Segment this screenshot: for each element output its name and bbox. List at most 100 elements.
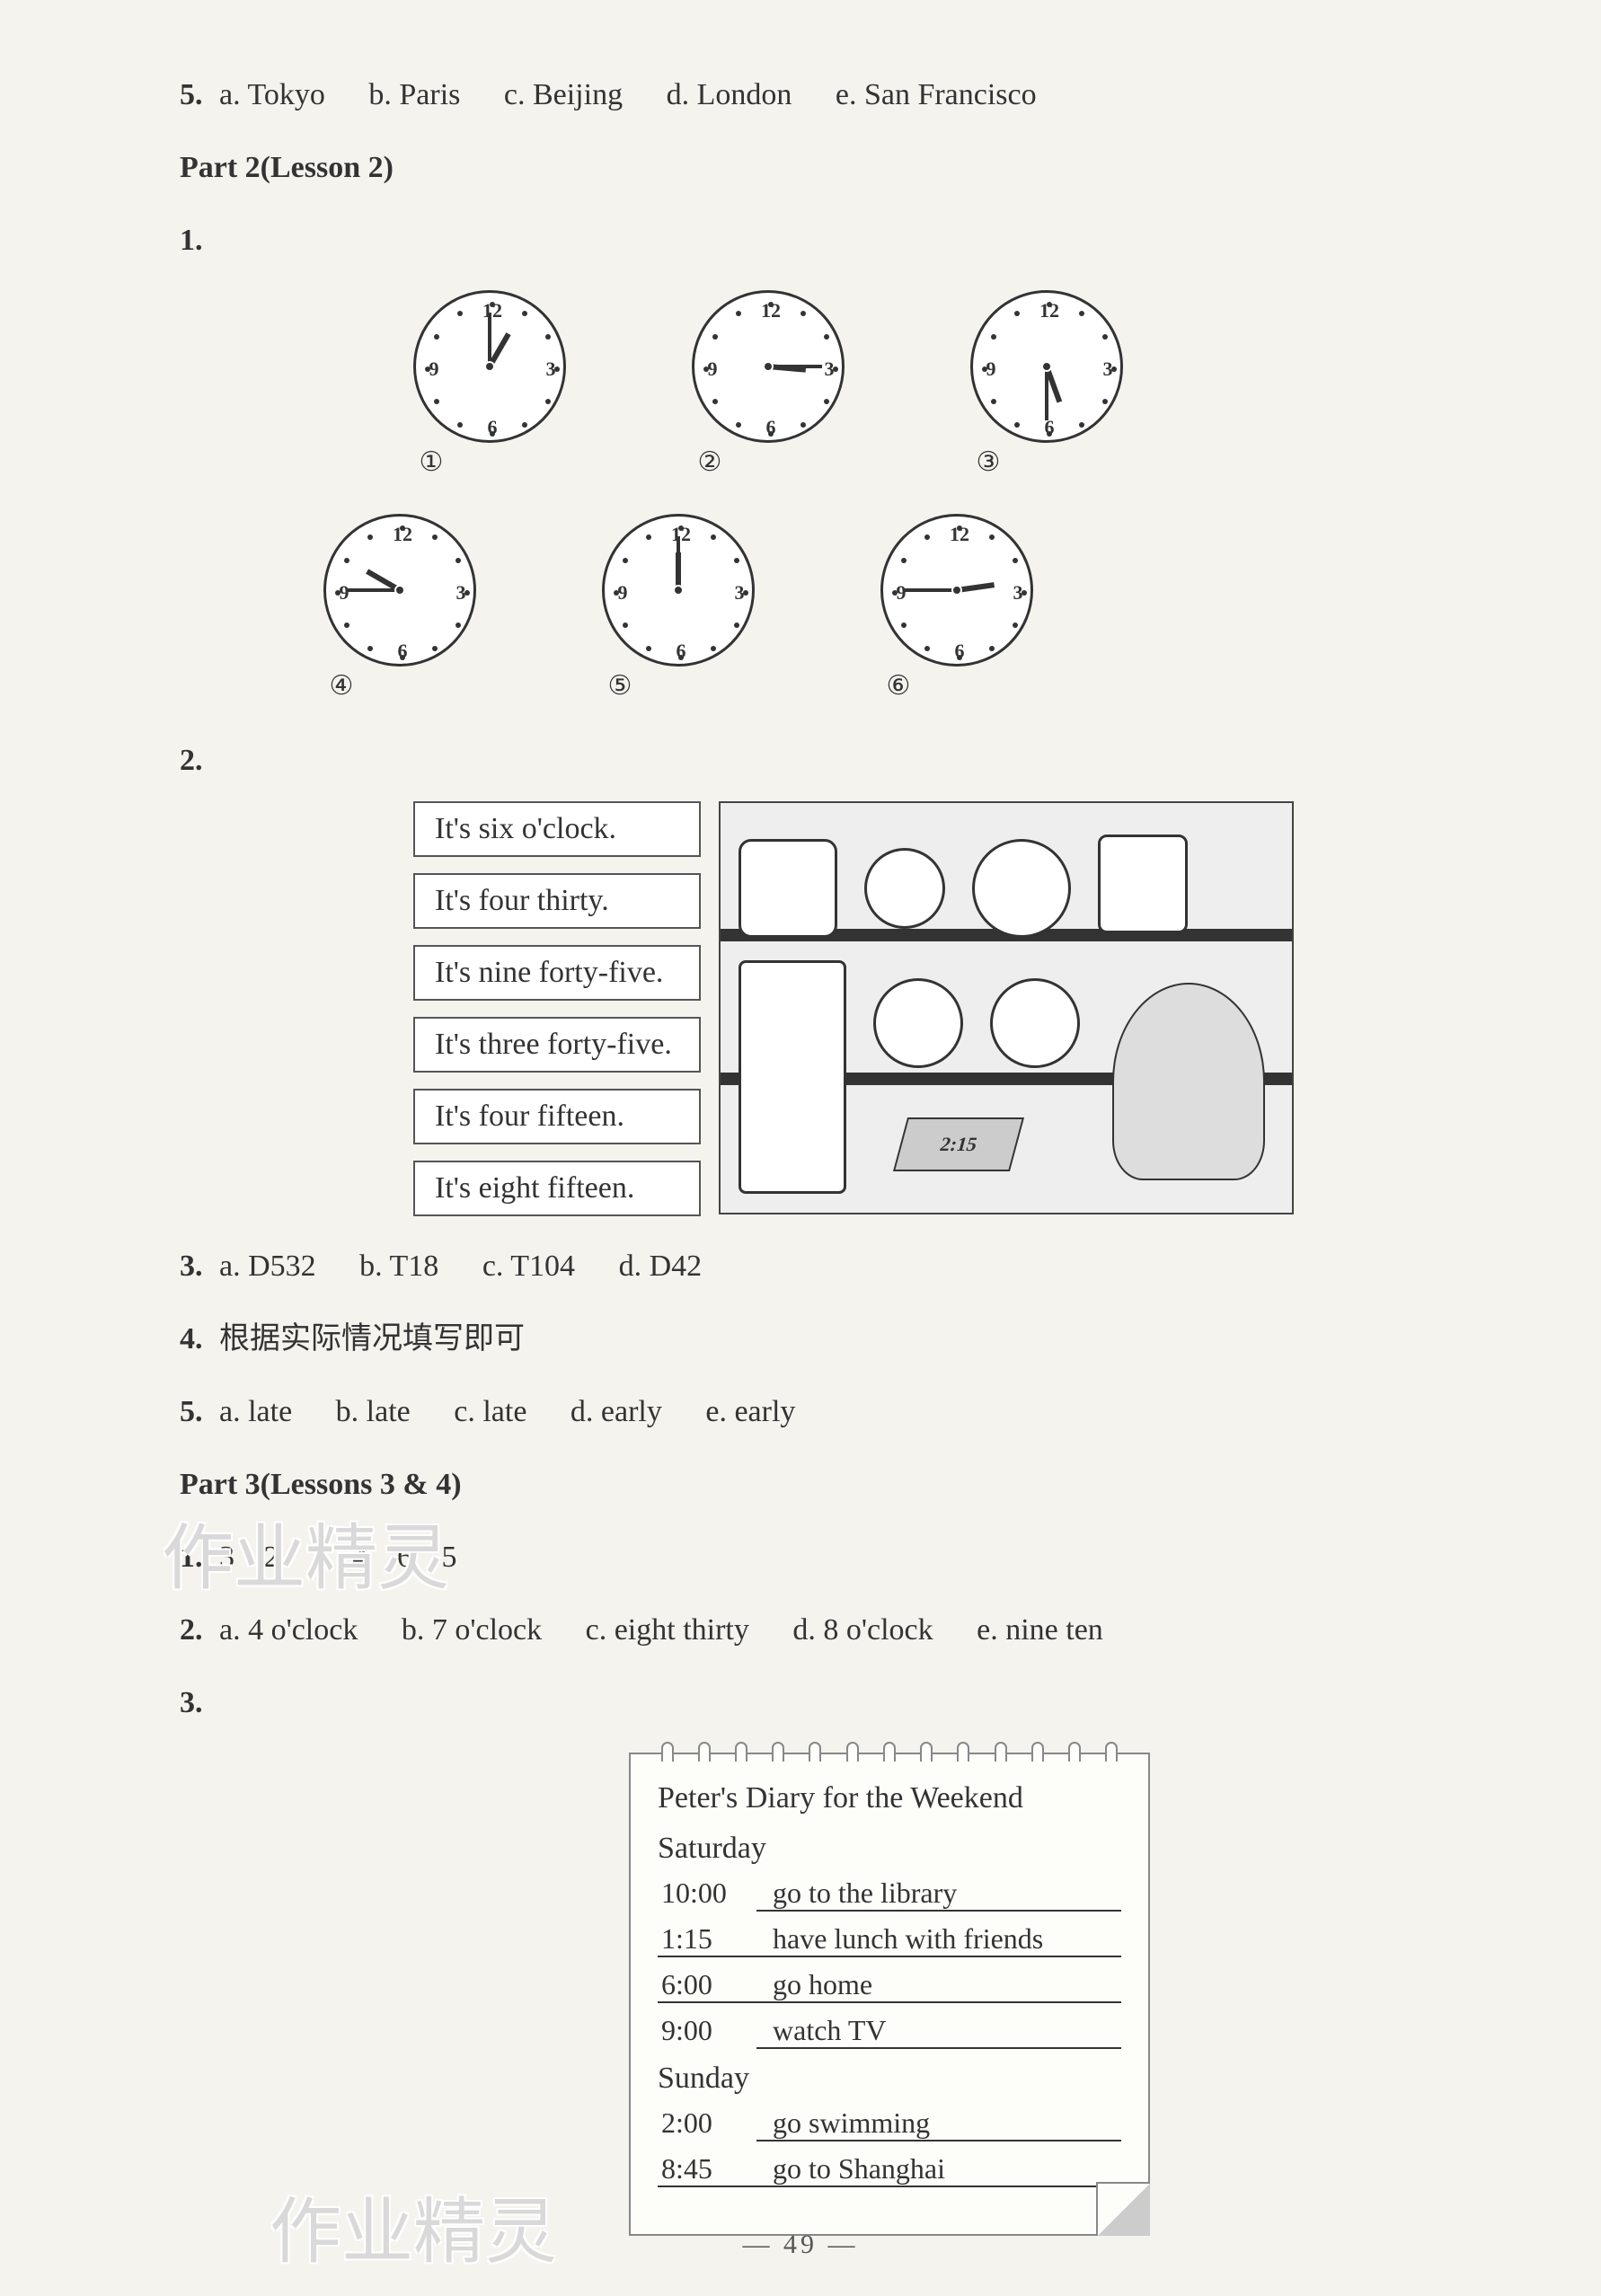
p3q2-e: e. nine ten bbox=[977, 1613, 1103, 1647]
part2-q2-num: 2. bbox=[180, 744, 203, 777]
clock-row-2: 36912④36912⑤36912⑥ bbox=[323, 514, 1439, 702]
minute-hand bbox=[346, 588, 400, 592]
clock-number: 3 bbox=[825, 358, 835, 381]
q5-opt-e: e. San Francisco bbox=[836, 78, 1037, 111]
diary-row: 1:15have lunch with friends bbox=[658, 1922, 1121, 1957]
clockmaker-figure bbox=[1112, 983, 1265, 1180]
page-number: — 49 — bbox=[743, 2230, 859, 2260]
clock-number: 3 bbox=[1013, 581, 1023, 605]
part3-title: Part 3(Lessons 3 & 4) bbox=[180, 1461, 1439, 1507]
clock-number: 3 bbox=[1103, 358, 1113, 381]
diary-row: 2:00go swimming bbox=[658, 2106, 1121, 2141]
clock-number: 12 bbox=[950, 523, 969, 546]
clock-item: 36912⑥ bbox=[880, 514, 1033, 702]
clock-face: 36912 bbox=[323, 514, 476, 667]
p2q5-d: d. early bbox=[571, 1395, 662, 1428]
match-label-3: It's three forty-five. bbox=[413, 1017, 701, 1073]
clock-center bbox=[394, 585, 405, 596]
p2q3-d: d. D42 bbox=[619, 1250, 703, 1283]
clock-number: 12 bbox=[761, 299, 781, 322]
p2q5-e: e. early bbox=[705, 1395, 795, 1428]
clock-number: 9 bbox=[986, 358, 996, 381]
minute-hand bbox=[1045, 366, 1048, 420]
p2q5-a: a. late bbox=[219, 1395, 292, 1428]
p2q3-c: c. T104 bbox=[482, 1250, 575, 1283]
part3-q2-num: 2. bbox=[180, 1613, 203, 1647]
q5-num: 5. bbox=[180, 78, 203, 111]
p3q2-b: b. 7 o'clock bbox=[402, 1613, 542, 1647]
question-5-top: 5. a. Tokyo b. Paris c. Beijing d. Londo… bbox=[180, 72, 1439, 118]
clock-number: 3 bbox=[456, 581, 466, 605]
part3-q2: 2. a. 4 o'clock b. 7 o'clock c. eight th… bbox=[180, 1607, 1439, 1653]
part2-q1: 1. bbox=[180, 217, 1439, 263]
page-curl-icon bbox=[1096, 2182, 1150, 2236]
clock-number: 9 bbox=[708, 358, 718, 381]
diary-row: 6:00go home bbox=[658, 1968, 1121, 2003]
clock-label: ① bbox=[420, 446, 444, 478]
clock-number: 9 bbox=[618, 581, 628, 605]
diary-sunday-label: Sunday bbox=[658, 2062, 1121, 2096]
clock-center bbox=[763, 361, 774, 372]
minute-hand bbox=[488, 313, 491, 366]
part2-q1-num: 1. bbox=[180, 224, 203, 257]
part3-q3: 3. bbox=[180, 1680, 1439, 1726]
clock-number: 12 bbox=[671, 523, 691, 546]
clock-face: 36912 bbox=[413, 290, 566, 443]
match-label-4: It's four fifteen. bbox=[413, 1089, 701, 1144]
diary-time: 6:00 bbox=[658, 1968, 756, 2003]
diary-activity: go to Shanghai bbox=[756, 2152, 1121, 2187]
p3q2-d: d. 8 o'clock bbox=[792, 1613, 933, 1647]
clock-center bbox=[484, 361, 495, 372]
match-label-0: It's six o'clock. bbox=[413, 801, 701, 857]
p2q5-b: b. late bbox=[336, 1395, 411, 1428]
minute-hand bbox=[677, 536, 680, 590]
diary-activity: watch TV bbox=[756, 2014, 1121, 2049]
p3q2-c: c. eight thirty bbox=[586, 1613, 749, 1647]
part3-q1-num: 1. bbox=[180, 1541, 203, 1574]
p2q3-b: b. T18 bbox=[359, 1250, 438, 1283]
match-labels: It's six o'clock.It's four thirty.It's n… bbox=[413, 801, 701, 1216]
q5-opt-b: b. Paris bbox=[368, 78, 460, 111]
diary-time: 9:00 bbox=[658, 2014, 756, 2047]
clock-label: ⑥ bbox=[887, 670, 911, 702]
diary-row: 8:45go to Shanghai bbox=[658, 2152, 1121, 2187]
clock-center bbox=[673, 585, 684, 596]
clock-number: 9 bbox=[429, 358, 439, 381]
clock-number: 6 bbox=[488, 416, 498, 439]
part2-q3-num: 3. bbox=[180, 1250, 203, 1283]
clock-number: 6 bbox=[398, 640, 408, 663]
part3-q1: 1. 3 2 1 4 6 5 bbox=[180, 1534, 1439, 1580]
match-label-2: It's nine forty-five. bbox=[413, 945, 701, 1001]
clock-item: 36912① bbox=[413, 290, 566, 478]
q5-opt-d: d. London bbox=[667, 78, 792, 111]
clock-number: 6 bbox=[766, 416, 776, 439]
minute-hand bbox=[768, 365, 822, 368]
diary-activity: have lunch with friends bbox=[756, 1922, 1121, 1957]
diary-row: 9:00watch TV bbox=[658, 2014, 1121, 2049]
minute-hand bbox=[903, 588, 957, 592]
q5-opt-c: c. Beijing bbox=[504, 78, 623, 111]
p2q5-c: c. late bbox=[454, 1395, 526, 1428]
clock-number: 12 bbox=[1039, 299, 1059, 322]
hour-hand bbox=[957, 582, 995, 593]
spiral-binding bbox=[649, 1742, 1130, 1760]
watermark-text-2: 作业精灵 bbox=[270, 2174, 557, 2278]
part2-q2: 2. bbox=[180, 737, 212, 783]
part2-q4-num: 4. bbox=[180, 1322, 203, 1356]
match-label-5: It's eight fifteen. bbox=[413, 1161, 701, 1216]
part2-q5: 5. a. late b. late c. late d. early e. e… bbox=[180, 1389, 1439, 1435]
diary-row: 10:00go to the library bbox=[658, 1877, 1121, 1912]
clock-face: 36912 bbox=[880, 514, 1033, 667]
p3q2-a: a. 4 o'clock bbox=[219, 1613, 358, 1647]
clock-label: ⑤ bbox=[608, 670, 632, 702]
diary-title: Peter's Diary for the Weekend bbox=[658, 1781, 1121, 1815]
diary-activity: go home bbox=[756, 1968, 1121, 2003]
clock-item: 36912④ bbox=[323, 514, 476, 702]
clock-number: 12 bbox=[393, 523, 412, 546]
digital-clock: 2:15 bbox=[893, 1117, 1024, 1171]
clock-face: 36912 bbox=[970, 290, 1123, 443]
part2-q4: 4. 根据实际情况填写即可 bbox=[180, 1316, 1439, 1362]
diary-time: 10:00 bbox=[658, 1877, 756, 1910]
clock-item: 36912③ bbox=[970, 290, 1123, 478]
diary-saturday-label: Saturday bbox=[658, 1832, 1121, 1866]
